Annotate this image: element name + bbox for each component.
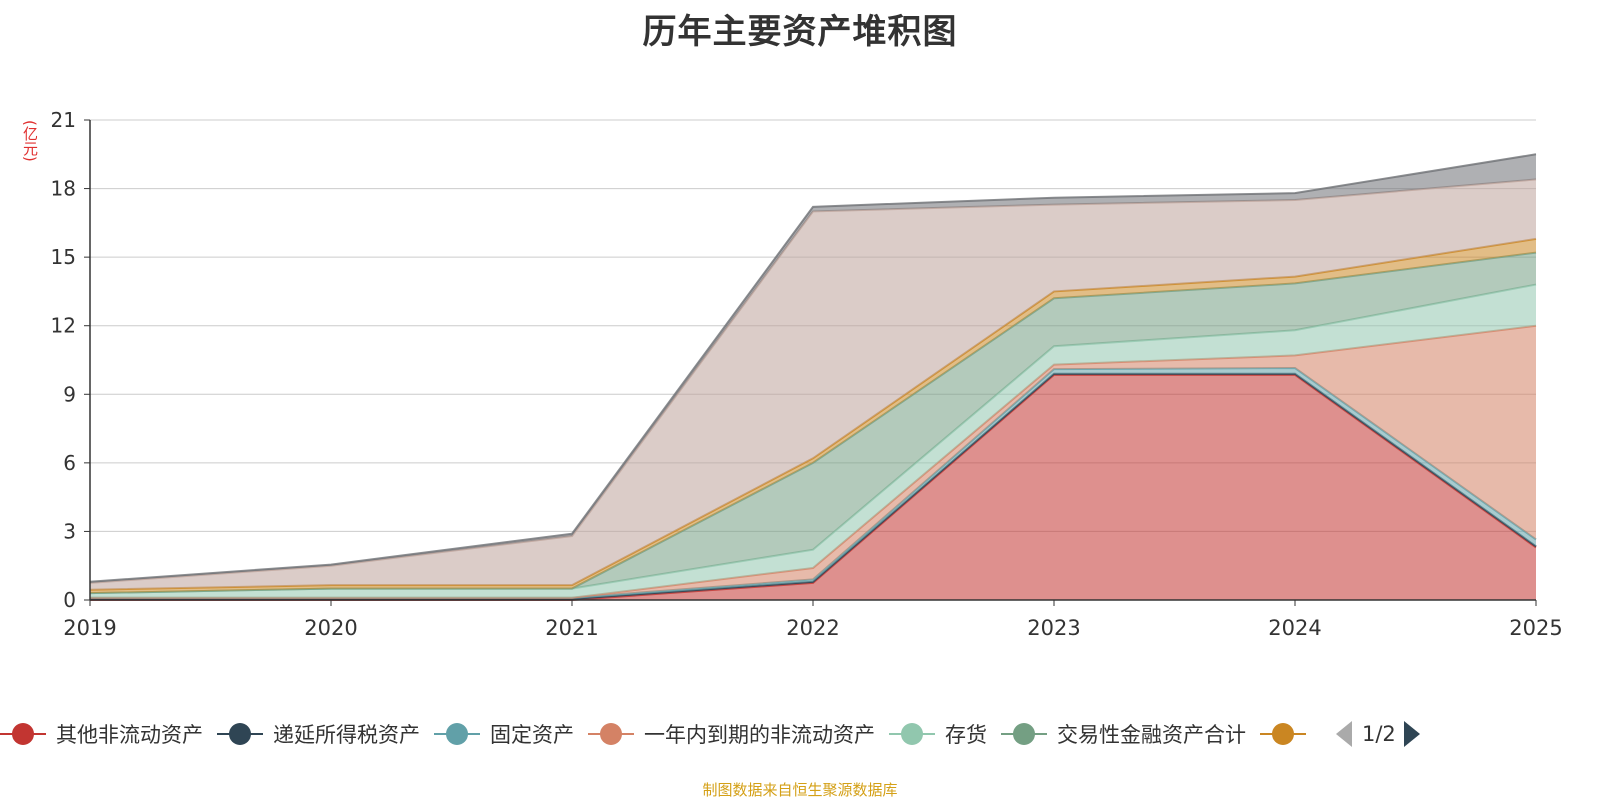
legend-items: 其他非流动资产 递延所得税资产 固定资产 一年内到期的非流动资产 存货 交易性金融资产合计 (0, 719, 1330, 749)
series-area-7 (90, 179, 1536, 590)
legend-item[interactable]: 固定资产 (434, 719, 574, 749)
legend-item[interactable]: 交易性金融资产合计 (1001, 719, 1246, 749)
legend-item[interactable]: 存货 (889, 719, 987, 749)
legend-next-page-icon[interactable] (1403, 721, 1420, 747)
y-tick-label: 0 (63, 588, 76, 612)
legend-item-label: 交易性金融资产合计 (1057, 723, 1246, 747)
legend: 其他非流动资产 递延所得税资产 固定资产 一年内到期的非流动资产 存货 交易性金融资产合计… (0, 716, 1420, 752)
legend-marker-icon (0, 722, 46, 746)
legend-marker-icon (434, 722, 480, 746)
legend-item[interactable]: 其他非流动资产 (0, 719, 203, 749)
series-area-5 (90, 252, 1536, 594)
y-tick-label: 9 (63, 382, 76, 406)
legend-marker-icon (1260, 722, 1306, 746)
x-tick-label: 2025 (1509, 616, 1562, 640)
legend-item-label: 递延所得税资产 (273, 723, 420, 747)
legend-marker-dot (229, 723, 251, 745)
legend-pager: 1/2 (1336, 721, 1420, 747)
legend-item-label: 一年内到期的非流动资产 (644, 723, 875, 747)
series-area-3 (90, 325, 1536, 598)
chart-title: 历年主要资产堆积图 (642, 12, 958, 52)
legend-item-label: 存货 (945, 723, 987, 747)
y-axis-unit-label: (亿元) (21, 120, 39, 162)
legend-marker-dot (1272, 723, 1294, 745)
y-tick-label: 6 (63, 451, 76, 475)
legend-marker-icon (588, 722, 634, 746)
x-tick-label: 2022 (786, 616, 839, 640)
x-tick-label: 2019 (63, 616, 116, 640)
legend-item[interactable] (1260, 722, 1316, 746)
legend-marker-dot (600, 723, 622, 745)
legend-marker-dot (901, 723, 923, 745)
x-tick-label: 2024 (1268, 616, 1321, 640)
x-tick-label: 2023 (1027, 616, 1080, 640)
y-tick-label: 15 (51, 245, 76, 269)
y-tick-label: 18 (51, 177, 76, 201)
legend-item[interactable]: 一年内到期的非流动资产 (588, 719, 875, 749)
legend-marker-icon (889, 722, 935, 746)
series-line-8 (89, 153, 1537, 583)
series-area-4 (90, 284, 1536, 598)
y-tick-label: 21 (51, 108, 76, 132)
data-source-note: 制图数据来自恒生聚源数据库 (702, 781, 898, 799)
x-tick-label: 2020 (304, 616, 357, 640)
legend-page-indicator: 1/2 (1362, 722, 1396, 746)
legend-item[interactable]: 递延所得税资产 (217, 719, 420, 749)
series-area-0 (90, 374, 1536, 600)
legend-item-label: 其他非流动资产 (56, 723, 203, 747)
legend-marker-icon (1001, 722, 1047, 746)
y-tick-label: 3 (63, 519, 76, 543)
legend-marker-icon (217, 722, 263, 746)
legend-item-label: 固定资产 (490, 723, 574, 747)
legend-marker-dot (446, 723, 468, 745)
legend-prev-page-icon[interactable] (1336, 721, 1352, 747)
legend-marker-dot (12, 723, 34, 745)
x-tick-label: 2021 (545, 616, 598, 640)
legend-marker-dot (1013, 723, 1035, 745)
y-tick-label: 12 (51, 314, 76, 338)
